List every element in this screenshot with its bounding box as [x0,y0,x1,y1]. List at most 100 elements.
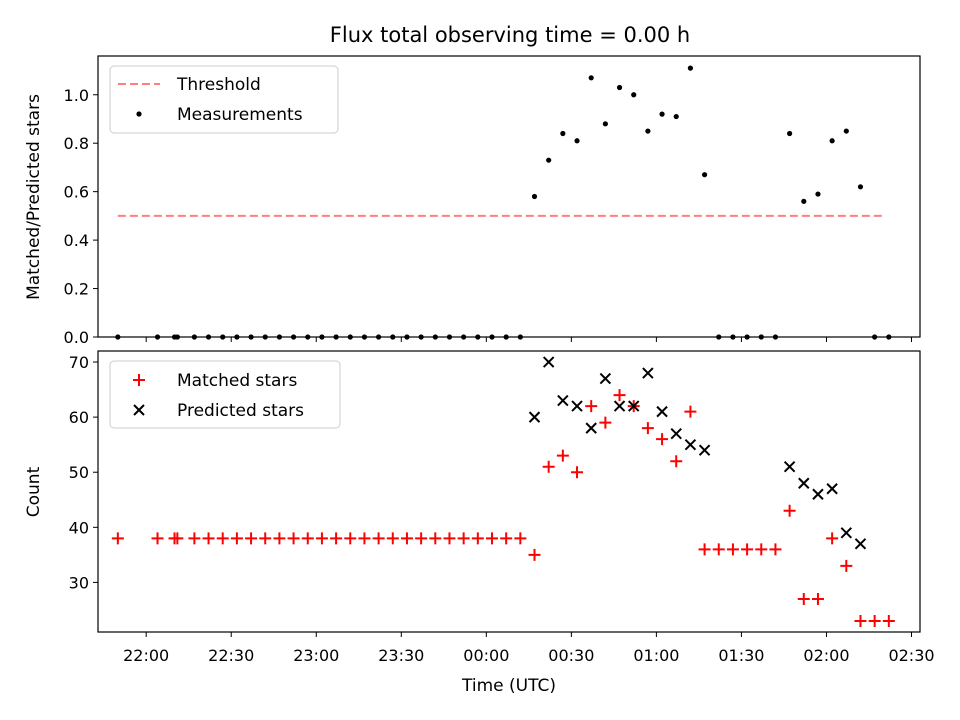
predicted-star-marker [812,488,824,500]
top-legend-box [109,65,339,134]
x-tick-label: 22:00 [123,646,169,665]
matched-star-marker [656,433,669,446]
matched-star-marker [528,548,541,561]
matched-star-marker [641,422,654,435]
matched-star-marker [811,592,824,605]
matched-star-marker [840,559,853,572]
predicted-star-marker [840,527,853,539]
top-y-tick-label: 0.4 [64,231,89,250]
predicted-legend-swatch [133,404,145,416]
top-y-tick-label: 0.0 [64,328,89,347]
bottom-legend-box [109,360,341,429]
top-panel: 0.0 0.2 0.4 0.6 0.8 1.0 Matched/Predicted sta… [24,55,921,347]
predicted-star-marker [656,405,668,418]
matched-star-marker [344,532,357,545]
matched-star-marker [202,532,215,545]
matched-star-marker [670,455,683,468]
matched-star-marker [457,532,470,545]
predicted-star-marker [684,438,697,451]
matched-star-marker [500,532,513,545]
measurement-point [588,75,594,81]
matched-star-marker [111,532,124,545]
measurement-point [829,138,835,144]
matched-legend-label: Matched stars [177,371,297,391]
measurement-point [659,111,665,117]
matched-star-marker [684,405,697,418]
matched-star-marker [273,532,286,545]
predicted-star-marker [826,483,838,495]
matched-star-marker [471,532,484,545]
matched-star-marker [712,543,725,556]
matched-star-marker [783,504,796,517]
matched-star-marker [882,614,895,627]
measurement-point [574,138,580,144]
predicted-star-marker [542,356,555,368]
bottom-panel: 30 40 50 60 70 22:00 22:30 23:00 23:30 00:00 00:30… [24,350,935,696]
matched-star-marker [542,460,555,473]
predicted-star-marker [628,400,640,412]
matched-star-marker [400,532,413,545]
predicted-star-marker [798,477,810,489]
matched-star-marker [797,592,810,605]
matched-star-marker [358,532,371,545]
predicted-star-marker [613,400,626,412]
predicted-star-marker [528,411,541,423]
measurement-point [857,184,864,190]
measurement-point [687,65,694,71]
matched-star-marker [287,532,300,545]
measurement-point [560,130,566,137]
x-tick-label: 22:30 [208,646,254,665]
measurement-point [673,113,679,120]
matched-star-marker [386,532,399,545]
bottom-plot-frame [97,350,921,633]
threshold-legend-label: Threshold [176,75,261,95]
measurement-point [645,128,651,134]
x-tick-label: 00:30 [548,646,594,665]
bottom-legend: Matched stars Predicted stars [109,360,341,429]
measurement-point [616,84,623,91]
matched-star-marker [698,543,711,556]
measurements-legend-label: Measurements [177,105,303,125]
top-y-tick-label: 0.8 [64,134,89,153]
matched-star-marker [556,449,569,462]
matched-star-marker [188,532,201,545]
measurement-point [843,128,849,134]
matched-star-marker [245,532,258,545]
x-tick-label: 00:00 [463,646,509,665]
measurement-point [602,121,608,127]
predicted-star-marker [854,538,867,550]
matched-star-marker [259,532,272,545]
predicted-star-marker [783,460,796,473]
matched-star-marker [330,532,343,545]
bottom-y-tick-label: 30 [69,573,89,592]
matched-star-marker [171,532,184,545]
matched-star-marker [514,532,527,545]
x-tick-label: 01:00 [633,646,679,665]
predicted-star-marker [670,427,682,440]
matched-star-marker [755,543,768,556]
predicted-star-marker [599,372,612,385]
matched-star-marker [726,543,739,556]
measurement-point [546,157,552,163]
top-y-tick-label: 1.0 [64,86,89,105]
matched-star-marker [429,532,442,545]
bottom-y-tick-label: 70 [69,353,89,372]
predicted-star-marker [585,422,597,434]
predicted-star-marker [698,444,711,456]
x-tick-label: 02:30 [888,646,934,665]
predicted-legend-label: Predicted stars [177,401,304,421]
measurement-point [531,193,538,200]
top-y-tick-label: 0.6 [64,183,89,202]
measurement-point [815,191,821,197]
bottom-y-tick-label: 60 [69,408,89,427]
matched-star-marker [599,416,612,429]
measurement-point [801,198,807,204]
matched-legend-swatch [133,374,145,386]
matched-star-marker [230,532,243,545]
measurement-point [631,92,637,98]
matched-star-marker [741,543,754,556]
predicted-star-marker [571,400,583,412]
matched-star-marker [613,389,626,402]
matched-star-marker [443,532,456,545]
